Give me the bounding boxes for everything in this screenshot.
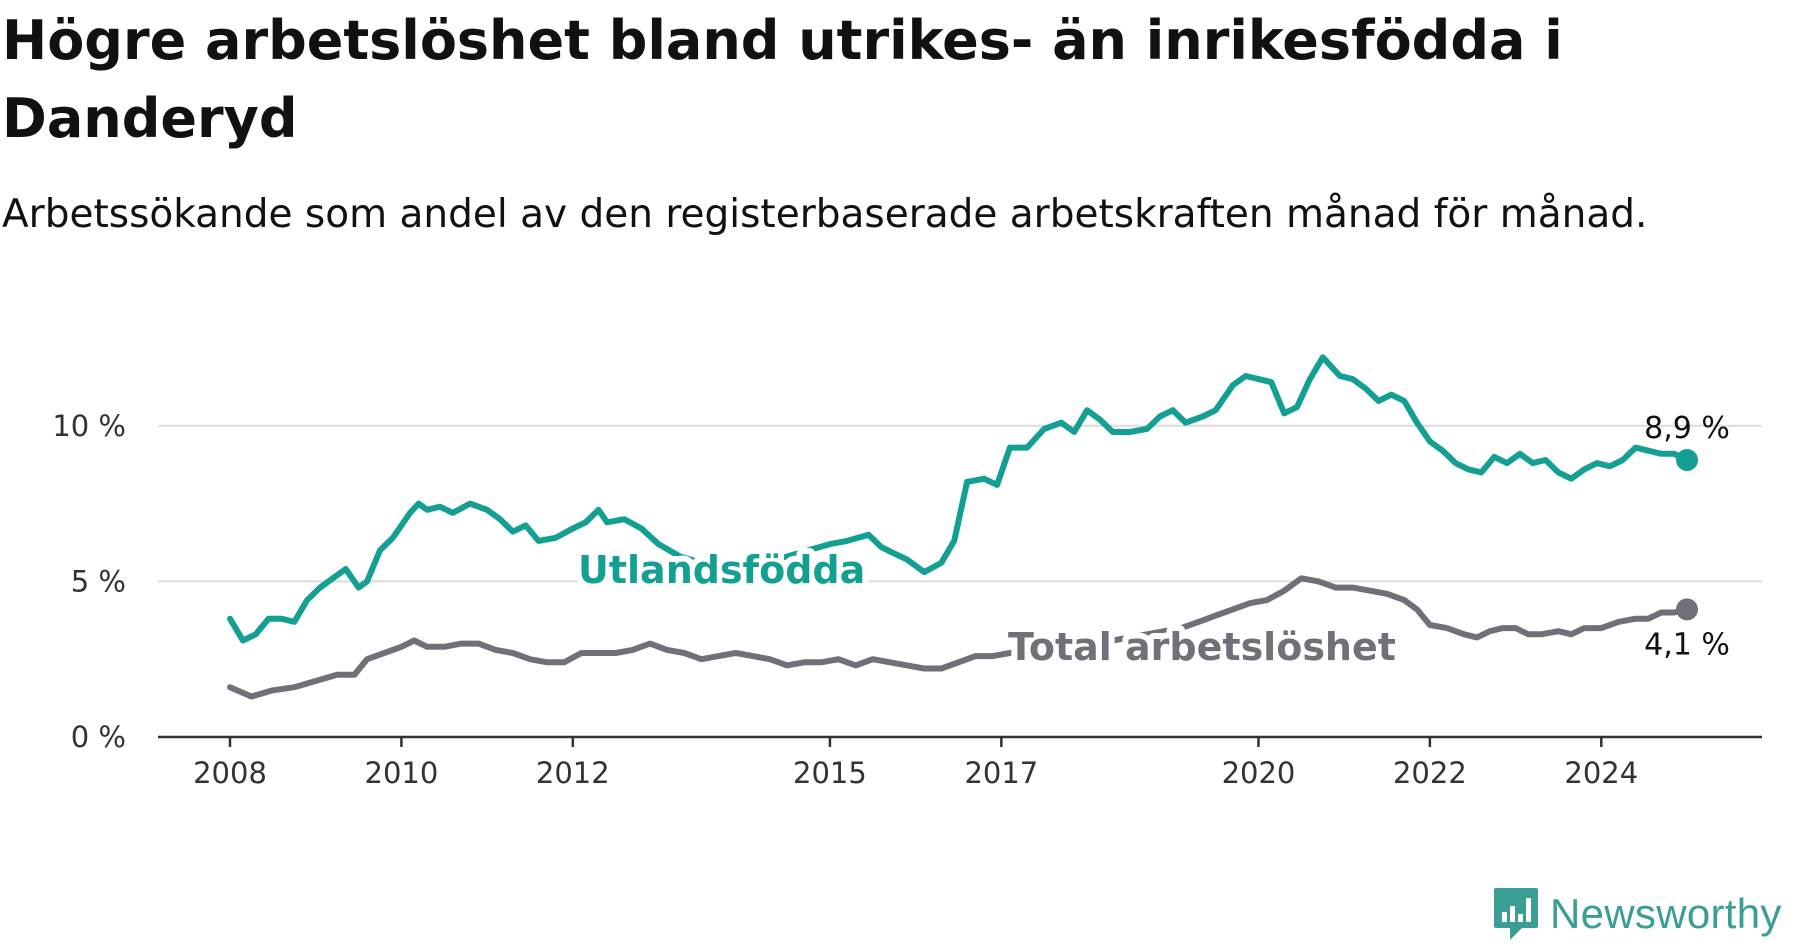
x-tick-label: 2008	[193, 756, 267, 790]
end-point-utlandsfodda	[1676, 449, 1698, 472]
end-point-total	[1676, 598, 1698, 621]
x-axis-ticks: 2008 2010 2012 2015 2017 2020 2022 2024	[193, 737, 1638, 790]
series-line-utlandsfodda	[227, 354, 1690, 644]
x-tick-label: 2017	[964, 756, 1038, 790]
series-label-utlandsfodda: Utlandsfödda	[578, 548, 865, 592]
x-tick-label: 2015	[793, 756, 867, 790]
x-tick-label: 2010	[365, 756, 439, 790]
brand-logo: Newsworthy	[1492, 886, 1782, 942]
series-line-total	[227, 575, 1690, 700]
newsworthy-logo-icon	[1494, 888, 1538, 940]
y-tick-label: 5 %	[71, 564, 126, 598]
chart-subtitle: Arbetssökande som andel av den registerb…	[2, 192, 1648, 237]
series-labels: Utlandsfödda Total arbetslöshet 8,9 % 4,1 %	[572, 411, 1730, 675]
series-label-total: Total arbetslöshet	[1008, 625, 1396, 669]
brand-name: Newsworthy	[1550, 890, 1782, 937]
y-axis-tick-labels: 0 % 5 % 10 %	[52, 409, 126, 754]
chart-title: Högre arbetslöshet bland utrikes- än inr…	[2, 9, 1563, 150]
end-value-utlandsfodda: 8,9 %	[1644, 411, 1730, 446]
y-tick-label: 10 %	[52, 409, 126, 443]
x-tick-label: 2012	[536, 756, 610, 790]
series-lines	[227, 354, 1698, 700]
x-tick-label: 2024	[1564, 756, 1638, 790]
y-tick-label: 0 %	[71, 720, 126, 754]
x-tick-label: 2020	[1222, 756, 1296, 790]
end-value-total: 4,1 %	[1644, 627, 1730, 662]
grid-lines	[158, 424, 1762, 583]
x-tick-label: 2022	[1393, 756, 1467, 790]
